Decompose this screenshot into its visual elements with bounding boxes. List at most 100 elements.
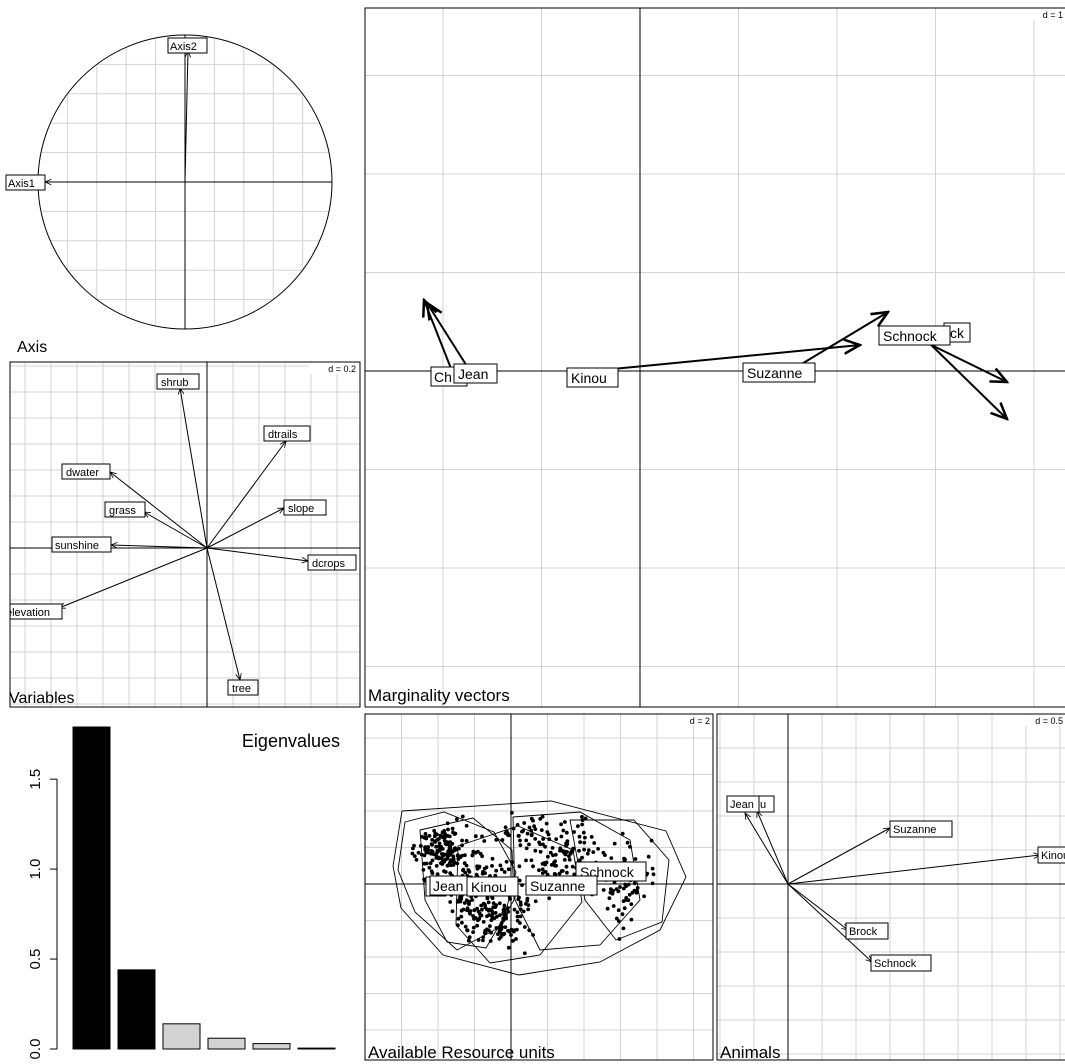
eigen-y-tick-label: 1.5 [27,769,44,790]
resource-unit-point [482,839,487,843]
resource-unit-point [541,837,545,841]
resource-unit-point [472,917,476,921]
resource-unit-point [468,909,473,913]
animal-jean-arrow [745,813,789,885]
axis1-label: Axis1 [5,174,46,191]
resource-unit-point [511,939,515,943]
axis-panel-title: Axis [17,339,47,356]
resource-unit-point [442,838,447,843]
resource-unit-point [465,928,469,933]
svg-text:Schnock: Schnock [883,328,938,344]
sunshine-label: sunshine [51,536,112,553]
resource-unit-point [517,864,522,869]
resource-unit-point [474,872,479,877]
resource-unit-point [546,832,551,837]
resource-unit-point [540,867,545,872]
resource-unit-point [553,859,557,864]
resource-unit-point [460,843,464,848]
resource-unit-point [548,850,553,855]
resource-unit-point [486,900,491,905]
animal-kinou-arrow [787,855,1040,885]
hull-all [392,800,687,976]
resource-unit-point [489,918,494,923]
resource-unit-point [490,914,494,919]
svg-text:Kinou: Kinou [571,370,607,386]
resource-unit-point [464,838,469,843]
shrub-label: shrub [156,373,200,390]
resource-unit-point [531,864,535,869]
resource-unit-point [460,853,464,858]
resource-unit-point [450,841,455,846]
resource-unit-point [529,833,534,838]
resource-unit-point [494,868,499,873]
resource-unit-point [430,838,435,842]
resource-unit-point [616,908,621,913]
grass-arrow [144,512,208,549]
resource-unit-point [506,909,511,914]
resource-unit-point [426,850,430,855]
animal-brock-arrow [787,883,848,930]
resource-unit-point [461,907,466,912]
resource-unit-point [510,810,514,815]
resource-unit-point [605,906,610,911]
svg-text:dwater: dwater [66,467,99,479]
resource-unit-point [461,867,466,872]
svg-text:Brock: Brock [849,926,878,938]
resource-unit-point [463,924,468,929]
resource-unit-point [544,821,549,826]
resource-unit-point [582,840,587,845]
resource-unit-point [612,841,617,846]
resource-unit-point [646,854,651,859]
resource-unit-point [473,850,478,855]
resource-unit-point [514,937,518,941]
animal-schnock-label: Schnock [870,954,932,972]
variables-panel: shrub dtrails dwater grass slope sunshin… [9,361,361,708]
resource-unit-point [446,849,451,854]
resource-unit-point [434,844,438,849]
resource-unit-point [616,919,621,923]
resource-unit-point [497,927,502,932]
resource-unit-point [425,847,430,852]
svg-text:shrub: shrub [161,377,189,389]
resource-unit-point [510,860,515,865]
animals-scale-label: d = 0.5 [1035,716,1063,726]
resource-unit-point [529,816,534,821]
resource-unit-point [430,871,435,876]
resource-unit-point [583,835,587,840]
resource-unit-point [635,886,640,890]
resource-unit-point [532,824,536,829]
kinou-label: Kinou [566,367,619,388]
resource-unit-point [434,864,439,868]
resource-unit-point [480,854,484,859]
resource-unit-point [622,906,627,911]
resource-unit-point [440,835,445,840]
resource-unit-point [506,945,511,950]
resource-unit-point [443,870,448,874]
resource-unit-point [533,899,538,904]
resource-unit-point [515,927,519,932]
svg-text:grass: grass [109,505,136,517]
available-scale-bg [675,715,712,726]
resource-unit-point [504,916,509,921]
resource-unit-point [440,847,445,851]
resource-unit-point [487,913,491,917]
resource-unit-point [517,833,521,838]
axis2-label: Axis2 [167,37,208,54]
hull-jean [419,817,515,949]
hull-kinou [455,825,583,964]
svg-text:sunshine: sunshine [55,540,99,552]
resource-unit-point [552,872,557,876]
resource-unit-point [476,938,481,942]
resource-unit-point [435,837,440,842]
sunshine-arrow [111,545,208,549]
resource-unit-point [506,867,511,872]
brock-arrow [921,335,1007,419]
resource-unit-point [457,846,461,851]
svg-text:Jean: Jean [458,366,488,382]
variables-scale-label: d = 0.2 [328,364,356,374]
resource-unit-point [620,831,625,836]
resource-unit-point [490,856,495,861]
slope-arrow [206,508,284,549]
resource-unit-point [447,834,452,839]
